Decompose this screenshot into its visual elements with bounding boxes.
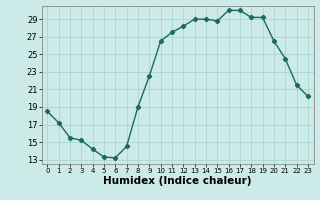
X-axis label: Humidex (Indice chaleur): Humidex (Indice chaleur) bbox=[103, 176, 252, 186]
